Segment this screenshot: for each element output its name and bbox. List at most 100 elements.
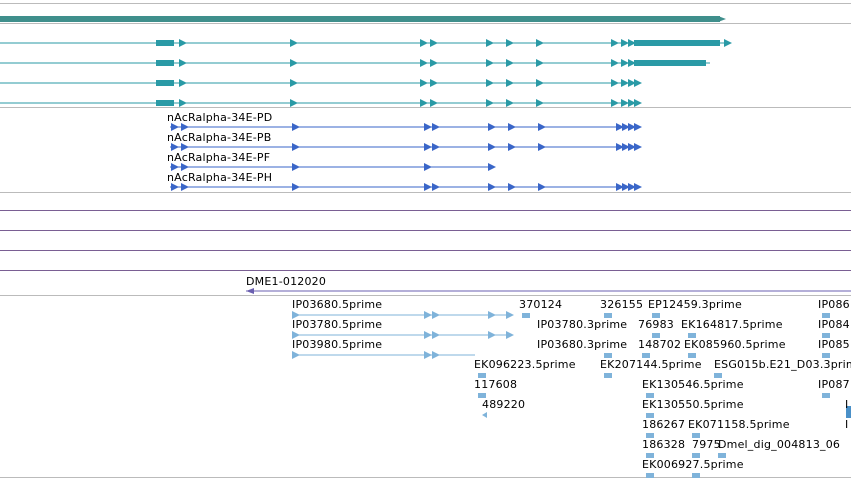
protein-exon-arrow xyxy=(508,183,516,191)
transcript-exon-arrow xyxy=(621,59,629,67)
est-label: IP03780.5prime xyxy=(292,318,383,331)
transcript-exon-arrow xyxy=(486,59,494,67)
protein-exon-arrow xyxy=(616,183,624,191)
est-label: IP086 xyxy=(818,298,850,311)
est-label: 326155 xyxy=(600,298,644,311)
est-exon-block xyxy=(646,453,654,458)
transcript-exon-arrow xyxy=(420,59,428,67)
est-label: 370124 xyxy=(519,298,563,311)
est-label: 117608 xyxy=(474,378,518,391)
protein-exon-arrow xyxy=(171,163,179,171)
protein-exon-arrow xyxy=(508,143,516,151)
protein-exon-arrow xyxy=(488,163,496,171)
protein-exon-arrow xyxy=(616,143,624,151)
est-label: EK164817.5prime xyxy=(681,318,783,331)
protein-exon-arrow xyxy=(488,183,496,191)
transcript-exon-arrow xyxy=(628,59,636,67)
est-exon-arrow xyxy=(506,331,514,339)
protein-exon-arrow xyxy=(616,123,624,131)
gene-span-bar xyxy=(0,16,720,22)
protein-exon-arrow xyxy=(432,123,440,131)
protein-exon-arrow xyxy=(634,183,642,191)
protein-exon-arrow xyxy=(424,143,432,151)
est-exon-block xyxy=(604,313,612,318)
transcript-exon-arrow xyxy=(506,79,514,87)
protein-exon-arrow xyxy=(634,123,642,131)
transcript-exon-block xyxy=(156,80,174,86)
protein-label: nAcRalpha-34E-PH xyxy=(167,171,273,184)
protein-exon-arrow xyxy=(488,143,496,151)
protein-label: nAcRalpha-34E-PB xyxy=(167,131,272,144)
transcript-exon-arrow xyxy=(290,99,298,107)
transcript-exon-arrow xyxy=(420,99,428,107)
est-label: EP12459.3prime xyxy=(648,298,742,311)
protein-exon-arrow xyxy=(171,183,179,191)
est-exon-block xyxy=(822,393,830,398)
transcript-exon-arrow xyxy=(430,59,438,67)
est-label: IP087 xyxy=(818,378,850,391)
est-exon-block xyxy=(652,313,660,318)
protein-exon-arrow xyxy=(292,183,300,191)
est-label: ESG015b.E21_D03.3prime xyxy=(714,358,851,371)
est-label: IP03680.5prime xyxy=(292,298,383,311)
protein-exon-arrow xyxy=(171,123,179,131)
transcript-exon-arrow xyxy=(611,79,619,87)
transcript-exon-arrow xyxy=(628,99,636,107)
protein-exon-arrow xyxy=(181,163,189,171)
est-label: EK130546.5prime xyxy=(642,378,744,391)
est-exon-block xyxy=(604,353,612,358)
transcript-exon-arrow xyxy=(290,39,298,47)
primer-arrow xyxy=(246,288,254,294)
est-label: EK085960.5prime xyxy=(684,338,786,351)
est-exon-block xyxy=(822,313,830,318)
est-exon-arrow xyxy=(432,331,440,339)
est-label: EK207144.5prime xyxy=(600,358,702,371)
est-exon-block xyxy=(692,453,700,458)
est-exon-arrow xyxy=(506,311,514,319)
protein-exon-arrow xyxy=(538,183,546,191)
est-exon-block xyxy=(646,433,654,438)
est-label: Dmel_dig_004813_06 xyxy=(718,438,841,451)
est-label: 7975 xyxy=(692,438,721,451)
transcript-exon-arrow xyxy=(634,99,642,107)
transcript-exon-arrow xyxy=(420,39,428,47)
est-exon-arrow xyxy=(488,331,496,339)
est-label: I xyxy=(845,398,849,411)
est-exon-block xyxy=(692,473,700,478)
est-label: I xyxy=(845,418,849,431)
protein-exon-arrow xyxy=(292,143,300,151)
est-exon-arrow xyxy=(488,311,496,319)
est-exon-arrow xyxy=(432,311,440,319)
protein-exon-arrow xyxy=(424,183,432,191)
est-label: EK071158.5prime xyxy=(688,418,790,431)
transcript-exon-arrow xyxy=(611,59,619,67)
primer-label: DME1-012020 xyxy=(246,275,327,288)
transcript-exon-arrow xyxy=(486,99,494,107)
transcript-exon-block xyxy=(634,60,706,66)
protein-exon-arrow xyxy=(538,143,546,151)
protein-exon-arrow xyxy=(292,123,300,131)
est-label: IP03980.5prime xyxy=(292,338,383,351)
transcript-exon-arrow xyxy=(506,99,514,107)
protein-exon-arrow xyxy=(508,123,516,131)
gene-end-arrow xyxy=(718,16,726,22)
transcript-exon-arrow xyxy=(621,99,629,107)
protein-label: nAcRalpha-34E-PF xyxy=(167,151,271,164)
transcript-exon-arrow xyxy=(621,79,629,87)
transcript-exon-block xyxy=(156,100,174,106)
transcript-exon-arrow xyxy=(179,99,187,107)
transcript-exon-arrow xyxy=(621,39,629,47)
transcript-exon-arrow xyxy=(486,39,494,47)
est-exon-block xyxy=(522,313,530,318)
est-exon-block xyxy=(822,333,830,338)
protein-exon-arrow xyxy=(628,183,636,191)
est-exon-block xyxy=(642,353,650,358)
est-label: IP084 xyxy=(818,318,850,331)
est-label: 76983 xyxy=(638,318,674,331)
est-exon-block xyxy=(604,373,612,378)
transcript-exon-arrow xyxy=(536,39,544,47)
protein-exon-arrow xyxy=(538,123,546,131)
transcript-exon-arrow xyxy=(420,79,428,87)
protein-exon-arrow xyxy=(432,183,440,191)
